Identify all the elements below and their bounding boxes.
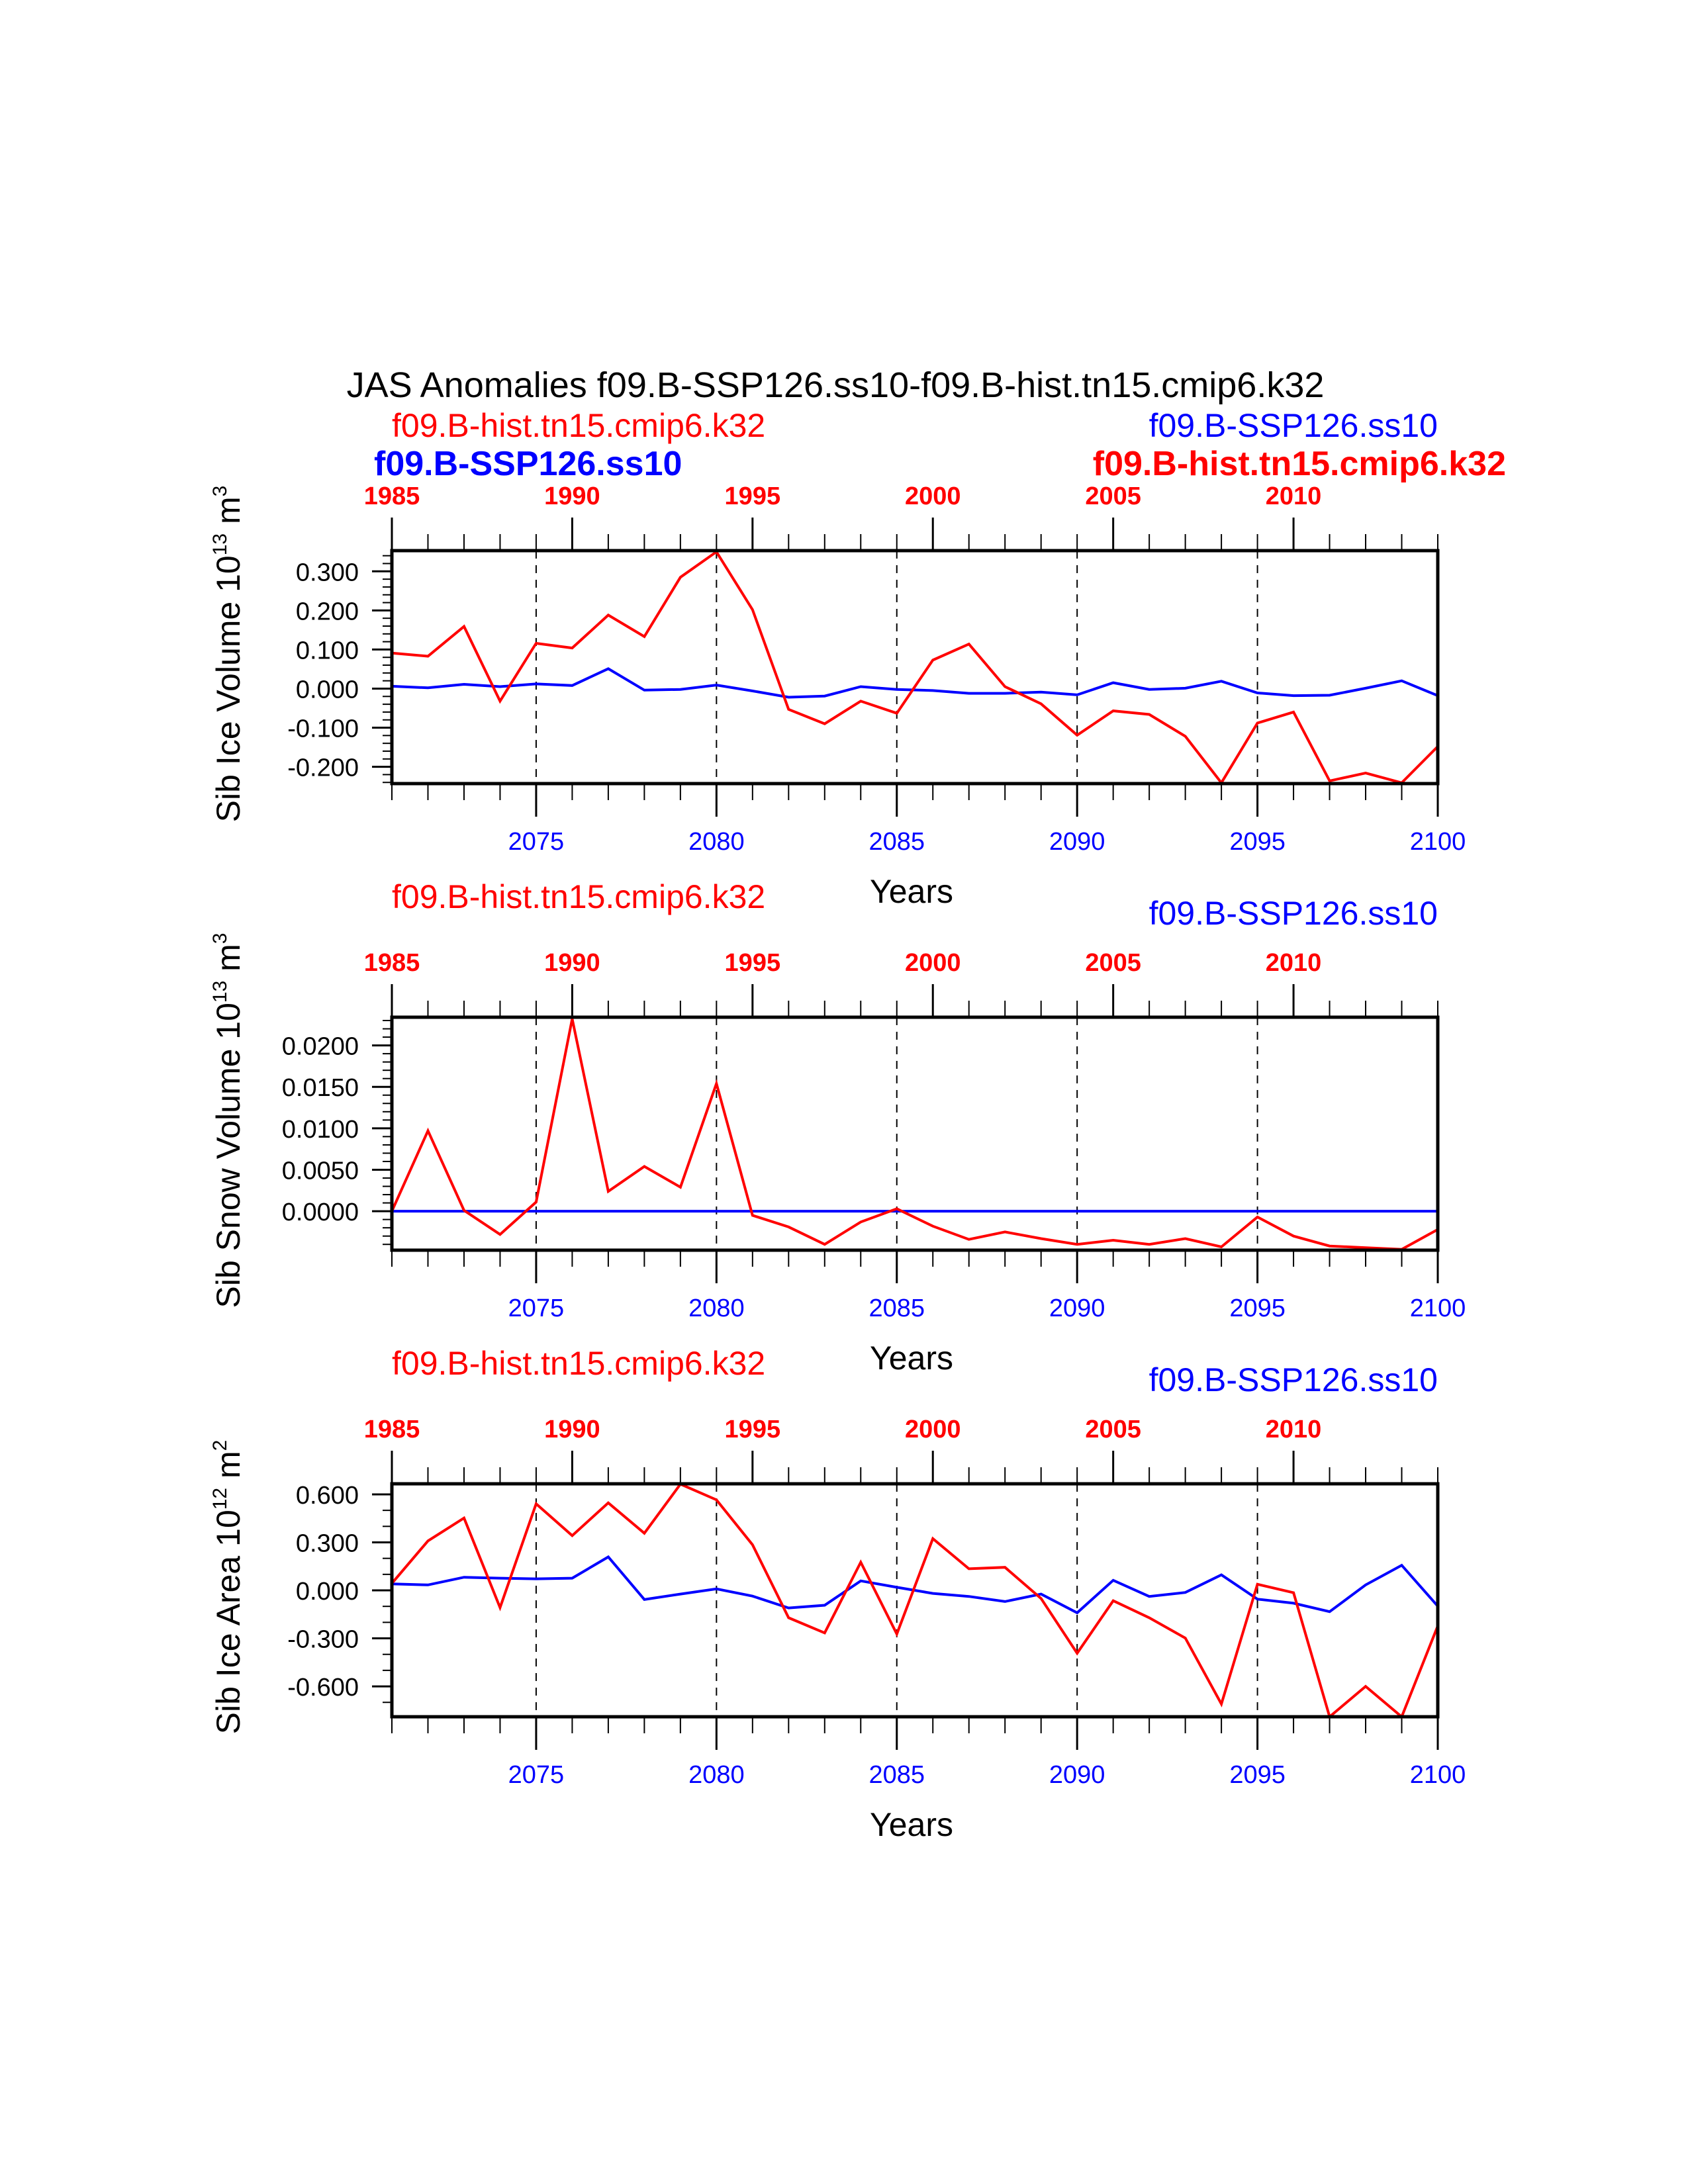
- y-title-exponent: 13: [209, 981, 231, 1003]
- bottom-x-tick-label: 2090: [1049, 1295, 1105, 1322]
- legend-ssp: f09.B-SSP126.ss10: [1149, 407, 1438, 444]
- top-x-tick-label: 2010: [1266, 1416, 1322, 1443]
- x-axis-title: Years: [870, 1340, 953, 1377]
- legend-hist: f09.B-hist.tn15.cmip6.k32: [392, 407, 765, 444]
- x-axis-title: Years: [870, 1806, 953, 1843]
- y-axis-title: Sib Ice Volume 1013 m3: [209, 486, 247, 823]
- y-tick-label: 0.000: [296, 1578, 359, 1606]
- bottom-x-tick-label: 2090: [1049, 828, 1105, 856]
- top-x-tick-label: 1995: [725, 949, 781, 977]
- panel-1: 1985 1990 1995 2000 2005 2010 2075 2080 2085 2090…: [209, 407, 1506, 910]
- y-title-unit: m: [210, 944, 247, 981]
- top-x-tick-label: 1995: [725, 1416, 781, 1443]
- y-title-unit-exponent: 3: [209, 486, 231, 497]
- y-tick-label: 0.0150: [282, 1074, 359, 1102]
- panel-3: 1985 1990 1995 2000 2005 2010 2075 2080 2085 2090…: [209, 1345, 1466, 1843]
- bottom-x-tick-label: 2100: [1410, 1761, 1466, 1789]
- top-x-tick-label: 2000: [905, 1416, 961, 1443]
- top-x-tick-label: 1985: [364, 1416, 420, 1443]
- series-line-ssp: [391, 1555, 1439, 1615]
- series-line-hist: [391, 1019, 1438, 1251]
- y-title-main: Sib Snow Volume 10: [210, 1003, 247, 1308]
- bottom-x-tick-label: 2095: [1229, 1761, 1286, 1789]
- y-tick-label: 0.0200: [282, 1033, 359, 1061]
- bottom-x-tick-label: 2095: [1229, 1295, 1286, 1322]
- top-x-tick-label: 1985: [364, 482, 420, 510]
- y-tick-label: 0.0100: [282, 1116, 359, 1144]
- y-tick-label: -0.600: [287, 1674, 359, 1702]
- y-title-main: Sib Ice Area 10: [210, 1510, 247, 1734]
- y-tick-label: 0.300: [296, 559, 359, 586]
- top-x-tick-label: 1990: [544, 482, 600, 510]
- y-title-exponent: 13: [209, 533, 231, 555]
- plot-frame: [390, 549, 1440, 786]
- y-tick-label: 0.000: [296, 676, 359, 704]
- y-title-unit: m: [210, 1451, 247, 1488]
- x-axis-title: Years: [870, 873, 953, 910]
- plot-frame: [390, 1482, 1440, 1719]
- top-x-tick-label: 2005: [1085, 949, 1141, 977]
- top-x-tick-label: 2005: [1085, 1416, 1141, 1443]
- y-tick-label: 0.0000: [282, 1199, 359, 1226]
- bottom-x-tick-label: 2075: [508, 1761, 565, 1789]
- bottom-x-tick-label: 2085: [868, 828, 925, 856]
- plot-frame: [390, 1015, 1440, 1252]
- top-x-tick-label: 2000: [905, 949, 961, 977]
- top-x-tick-label: 1990: [544, 1416, 600, 1443]
- series-line-ssp: [391, 667, 1438, 699]
- series-line-hist: [391, 1482, 1439, 1719]
- bottom-x-tick-label: 2080: [688, 828, 745, 856]
- y-title-unit-exponent: 2: [209, 1440, 231, 1451]
- legend-hist: f09.B-hist.tn15.cmip6.k32: [392, 1345, 765, 1382]
- y-tick-label: -0.100: [287, 715, 359, 743]
- bottom-x-tick-label: 2075: [508, 1295, 565, 1322]
- figure-title: JAS Anomalies f09.B-SSP126.ss10-f09.B-hi…: [347, 365, 1325, 405]
- top-x-tick-label: 1995: [725, 482, 781, 510]
- bottom-x-tick-label: 2090: [1049, 1761, 1105, 1789]
- bottom-x-tick-label: 2080: [688, 1761, 745, 1789]
- y-axis-title: Sib Ice Area 1012 m2: [209, 1440, 247, 1735]
- legend-hist: f09.B-hist.tn15.cmip6.k32: [392, 878, 765, 915]
- y-title-exponent: 12: [209, 1488, 231, 1510]
- series-line-hist: [391, 549, 1439, 786]
- y-tick-label: 0.0050: [282, 1157, 359, 1185]
- bottom-x-tick-label: 2100: [1410, 1295, 1466, 1322]
- top-x-tick-label: 2010: [1266, 482, 1322, 510]
- y-axis-title: Sib Snow Volume 1013 m3: [209, 933, 247, 1308]
- top-x-tick-label: 2010: [1266, 949, 1322, 977]
- panels: 1985 1990 1995 2000 2005 2010 2075 2080 2085 2090…: [209, 407, 1506, 1843]
- bottom-x-tick-label: 2100: [1410, 828, 1466, 856]
- y-tick-label: -0.200: [287, 754, 359, 782]
- panel-2: 1985 1990 1995 2000 2005 2010 2075 2080 2085 2090…: [209, 878, 1466, 1377]
- y-title-main: Sib Ice Volume 10: [210, 555, 247, 822]
- top-x-tick-label: 2005: [1085, 482, 1141, 510]
- y-title-unit: m: [210, 496, 247, 533]
- top-x-tick-label: 1990: [544, 949, 600, 977]
- y-tick-label: 0.300: [296, 1529, 359, 1557]
- legend-ssp: f09.B-SSP126.ss10: [1149, 1361, 1438, 1398]
- bottom-x-tick-label: 2080: [688, 1295, 745, 1322]
- legend-ssp: f09.B-SSP126.ss10: [1149, 895, 1438, 932]
- top-x-tick-label: 2000: [905, 482, 961, 510]
- y-tick-label: -0.300: [287, 1626, 359, 1654]
- bottom-x-tick-label: 2075: [508, 828, 565, 856]
- y-tick-label: 0.100: [296, 637, 359, 664]
- y-tick-label: 0.600: [296, 1482, 359, 1510]
- y-tick-label: 0.200: [296, 598, 359, 625]
- bottom-x-tick-label: 2085: [868, 1761, 925, 1789]
- bottom-x-tick-label: 2085: [868, 1295, 925, 1322]
- top-x-tick-label: 1985: [364, 949, 420, 977]
- bottom-x-tick-label: 2095: [1229, 828, 1286, 856]
- y-title-unit-exponent: 3: [209, 933, 231, 944]
- overlay-label-ssp: f09.B-SSP126.ss10: [374, 445, 682, 483]
- overlay-label-hist: f09.B-hist.tn15.cmip6.k32: [1093, 445, 1506, 483]
